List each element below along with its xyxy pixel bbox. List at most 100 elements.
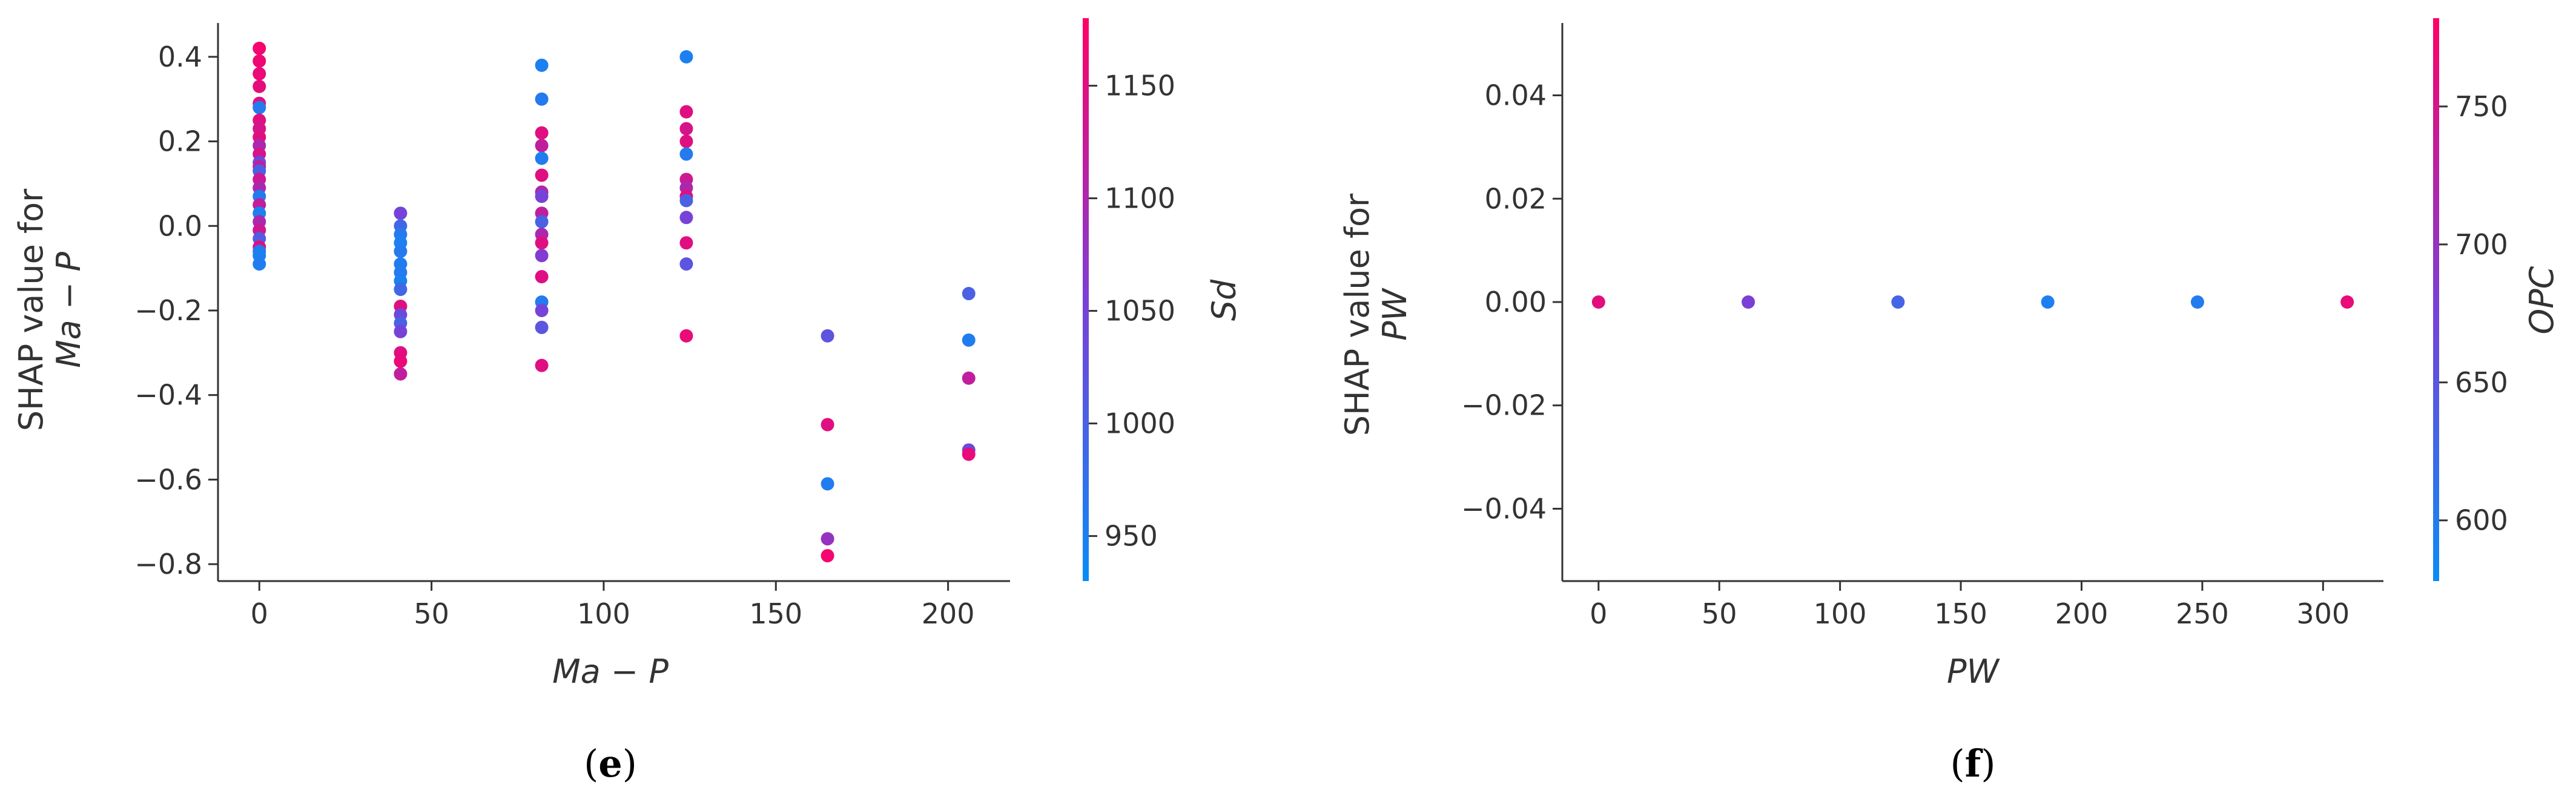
y-tick-label: −0.2	[134, 294, 202, 327]
scatter-point	[535, 320, 549, 334]
scatter-point	[535, 249, 549, 263]
scatter-point	[1742, 295, 1755, 309]
scatter-point	[962, 333, 976, 347]
scatter-point	[394, 367, 408, 381]
colorbar-ticks: 600 650 700 750	[2439, 90, 2508, 537]
colorbar-label: OPC	[2523, 266, 2561, 334]
scatter-point	[394, 206, 408, 220]
x-tick-label: 200	[922, 597, 975, 630]
scatter-point	[679, 257, 693, 271]
scatter-point	[821, 532, 834, 546]
y-tick-label: −0.8	[134, 548, 202, 580]
scatter-point	[821, 477, 834, 491]
scatter-point	[821, 418, 834, 432]
y-tick-label: −0.02	[1461, 389, 1547, 422]
y-tick-label: −0.4	[134, 379, 202, 412]
scatter-point	[253, 257, 266, 271]
scatter-point	[679, 236, 693, 250]
colorbar	[2433, 18, 2439, 581]
scatter-point	[253, 100, 266, 114]
scatter-point	[535, 58, 549, 72]
scatter-point	[253, 54, 266, 68]
y-tick-label: 0.00	[1485, 286, 1547, 318]
scatter-point	[394, 283, 408, 297]
x-ticks: 0 50 100 150 200 250 300	[1590, 581, 2350, 630]
y-tick-label: 0.02	[1485, 182, 1547, 215]
x-tick-label: 100	[1814, 597, 1867, 630]
colorbar-tick-label: 1050	[1105, 295, 1175, 327]
scatter-point	[1891, 295, 1905, 309]
y-axis-label-line2: Ma − P	[50, 252, 88, 368]
chart-panel-e: 0.4 0.2 0.0 −0.2 −0.4 −0.6 −0.8 0 50 100 150 200 S…	[12, 18, 1243, 786]
scatter-point	[679, 122, 693, 136]
y-ticks: 0.4 0.2 0.0 −0.2 −0.4 −0.6 −0.8	[134, 41, 218, 580]
colorbar-tick-label: 1100	[1105, 182, 1175, 215]
x-tick-label: 250	[2176, 597, 2229, 630]
x-tick-label: 50	[1702, 597, 1737, 630]
scatter-point	[2340, 295, 2354, 309]
scatter-point	[2190, 295, 2204, 309]
scatter-point	[253, 67, 266, 81]
scatter-point	[2041, 295, 2055, 309]
x-tick-label: 0	[1590, 597, 1607, 630]
scatter-point	[535, 215, 549, 229]
scatter-point	[679, 50, 693, 64]
x-tick-label: 300	[2296, 597, 2350, 630]
scatter-point	[535, 139, 549, 153]
x-ticks: 0 50 100 150 200	[251, 581, 975, 630]
colorbar-tick-label: 600	[2455, 504, 2508, 537]
scatter-point	[679, 105, 693, 119]
chart-panel-f: 0.04 0.02 0.00 −0.02 −0.04 0 50 100 150 200 250 30…	[1338, 18, 2561, 786]
panel-label: (e)	[584, 741, 637, 786]
scatter-point	[394, 354, 408, 368]
scatter-point	[679, 147, 693, 161]
scatter-point	[535, 151, 549, 165]
y-tick-label: 0.04	[1485, 79, 1547, 112]
colorbar-ticks: 950 1000 1050 1100 1150	[1089, 70, 1175, 553]
y-axis-label-line1: SHAP value for	[1338, 193, 1376, 436]
scatter-point	[535, 303, 549, 317]
colorbar-tick-label: 950	[1105, 520, 1158, 553]
colorbar-tick-label: 750	[2455, 90, 2508, 123]
scatter-point	[535, 126, 549, 140]
scatter-point	[535, 358, 549, 372]
scatter-point	[535, 92, 549, 106]
scatter-point	[679, 134, 693, 148]
y-tick-label: 0.4	[158, 41, 202, 73]
y-tick-label: 0.2	[158, 125, 202, 158]
panel-label: (f)	[1950, 741, 1995, 786]
y-tick-label: −0.6	[134, 463, 202, 496]
x-axis-label: Ma − P	[552, 652, 669, 691]
colorbar	[1083, 18, 1089, 581]
x-tick-label: 0	[251, 597, 268, 630]
scatter-point	[535, 236, 549, 250]
x-tick-label: 150	[749, 597, 802, 630]
colorbar-tick-label: 700	[2455, 228, 2508, 261]
y-tick-label: −0.04	[1461, 492, 1547, 525]
scatter-point	[821, 329, 834, 343]
scatter-point	[253, 79, 266, 93]
x-axis-label: PW	[1947, 652, 2001, 691]
scatter-point	[821, 549, 834, 563]
scatter-point	[679, 211, 693, 225]
scatter-point	[535, 189, 549, 203]
scatter-point	[962, 447, 976, 461]
scatter-point	[535, 168, 549, 182]
colorbar-tick-label: 1150	[1105, 70, 1175, 102]
scatter-point	[535, 270, 549, 284]
scatter-point	[962, 287, 976, 301]
scatter-points	[253, 41, 976, 563]
scatter-points	[1591, 295, 2354, 309]
x-tick-label: 100	[577, 597, 630, 630]
colorbar-tick-label: 650	[2455, 366, 2508, 399]
scatter-point	[679, 194, 693, 208]
colorbar-label: Sd	[1205, 279, 1243, 321]
x-tick-label: 150	[1934, 597, 1987, 630]
y-axis-label-line1: SHAP value for	[12, 188, 50, 431]
y-ticks: 0.04 0.02 0.00 −0.02 −0.04	[1461, 79, 1562, 525]
scatter-point	[679, 329, 693, 343]
x-tick-label: 50	[414, 597, 449, 630]
scatter-point	[962, 371, 976, 385]
x-tick-label: 200	[2055, 597, 2109, 630]
